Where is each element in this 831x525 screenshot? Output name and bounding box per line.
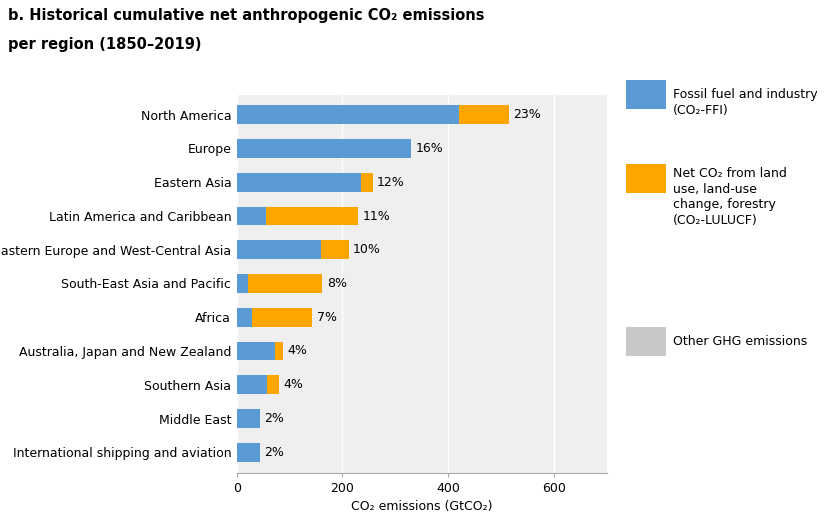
Bar <box>237 139 411 158</box>
Bar <box>237 106 459 124</box>
Text: b. Historical cumulative net anthropogenic CO₂ emissions: b. Historical cumulative net anthropogen… <box>8 8 484 23</box>
Bar <box>237 274 248 293</box>
Bar <box>237 207 266 225</box>
Text: Other GHG emissions: Other GHG emissions <box>673 335 808 348</box>
Bar <box>266 207 358 225</box>
Bar <box>237 443 259 461</box>
Bar <box>361 173 372 192</box>
Bar <box>237 409 259 428</box>
Text: 16%: 16% <box>416 142 443 155</box>
X-axis label: CO₂ emissions (GtCO₂): CO₂ emissions (GtCO₂) <box>351 500 493 513</box>
Text: (CO₂-FFI): (CO₂-FFI) <box>673 104 729 117</box>
Bar <box>237 342 275 360</box>
Bar <box>252 308 312 327</box>
Text: 10%: 10% <box>353 243 381 256</box>
Text: 2%: 2% <box>263 412 283 425</box>
Text: 4%: 4% <box>283 378 303 391</box>
Bar <box>322 240 349 259</box>
Text: use, land-use: use, land-use <box>673 183 757 196</box>
Bar <box>268 375 279 394</box>
Text: 4%: 4% <box>287 344 307 358</box>
Bar <box>248 274 322 293</box>
Text: 8%: 8% <box>327 277 347 290</box>
Text: 7%: 7% <box>317 311 337 324</box>
Text: change, forestry: change, forestry <box>673 198 776 212</box>
Bar <box>237 375 268 394</box>
Bar <box>237 308 252 327</box>
Text: 12%: 12% <box>376 176 405 189</box>
Text: Fossil fuel and industry: Fossil fuel and industry <box>673 88 818 101</box>
Text: 2%: 2% <box>263 446 283 459</box>
Bar <box>237 240 322 259</box>
Bar <box>275 342 283 360</box>
Text: per region (1850–2019): per region (1850–2019) <box>8 37 202 52</box>
Text: Net CO₂ from land: Net CO₂ from land <box>673 167 787 180</box>
Text: 23%: 23% <box>513 108 541 121</box>
Bar <box>459 106 509 124</box>
Text: (CO₂-LULUCF): (CO₂-LULUCF) <box>673 214 758 227</box>
Bar <box>237 173 361 192</box>
Text: 11%: 11% <box>362 209 391 223</box>
